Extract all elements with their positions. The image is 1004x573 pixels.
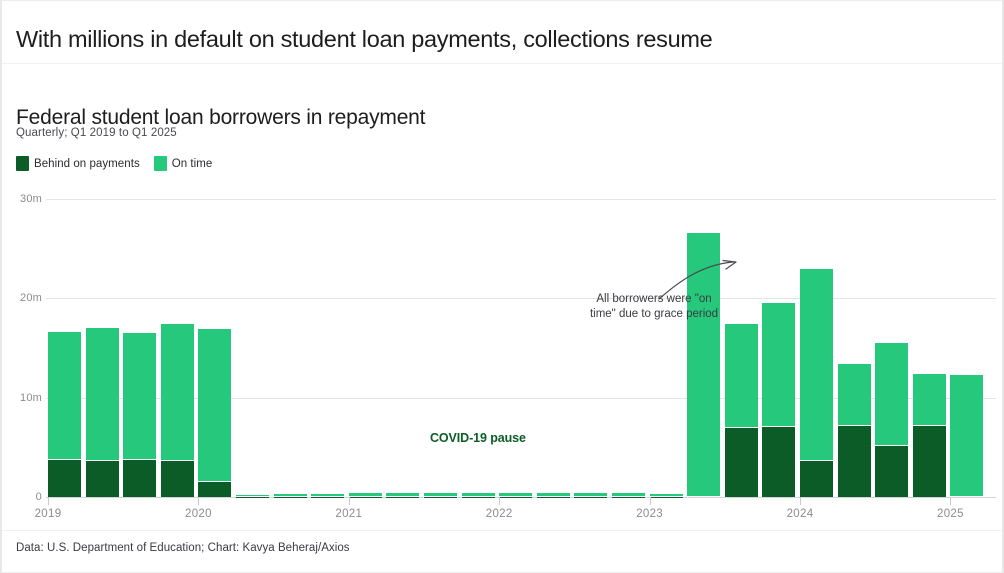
bar-segment-ontime	[85, 328, 119, 462]
bar-segment-ontime	[687, 232, 721, 497]
bar-segment-behind	[123, 460, 157, 497]
x-tick-label-2019: 2019	[34, 508, 62, 520]
bar-segment-ontime	[649, 493, 683, 497]
bar-segment-behind	[48, 460, 81, 497]
bar-series	[2, 191, 1004, 497]
bar-segment-ontime	[950, 374, 984, 497]
bar-segment-ontime	[574, 493, 608, 497]
y-tick-label-30m: 30m	[20, 193, 42, 206]
bar-segment-ontime	[499, 492, 533, 497]
headline-divider	[2, 63, 1002, 64]
x-tick-label-2020: 2020	[184, 508, 212, 520]
page-headline: With millions in default on student loan…	[16, 25, 713, 52]
x-tick-label-2024: 2024	[786, 508, 814, 520]
grace-period-annotation: All borrowers were "on time" due to grac…	[589, 293, 719, 321]
chart-title: Federal student loan borrowers in repaym…	[16, 106, 426, 130]
footer-divider	[2, 530, 1002, 531]
gridline-30m	[46, 199, 996, 201]
bar-segment-ontime	[762, 303, 796, 427]
bar-segment-ontime	[875, 343, 909, 447]
bar-segment-behind	[198, 482, 232, 497]
x-tick-mark-2024	[800, 497, 801, 505]
bar-segment-ontime	[348, 493, 382, 497]
bar-segment-ontime	[800, 268, 833, 462]
x-tick-mark-2019	[48, 497, 49, 505]
x-tick-mark-2020	[198, 497, 200, 505]
y-tick-label-20m: 20m	[20, 292, 42, 305]
legend-item-behind[interactable]: Behind on payments	[16, 156, 140, 171]
legend-label-behind: Behind on payments	[34, 157, 140, 170]
annotation-arrow-icon	[658, 259, 737, 300]
gridline-20m	[46, 298, 996, 300]
bar-segment-ontime	[424, 492, 457, 497]
gridline-0	[46, 497, 996, 498]
x-tick-mark-2025	[950, 497, 952, 505]
bar-segment-behind	[875, 446, 909, 497]
bar-segment-ontime	[724, 324, 758, 428]
bar-segment-behind	[160, 461, 194, 497]
covid-pause-annotation: COVID-19 pause	[430, 431, 526, 445]
legend-swatch-ontime	[153, 156, 167, 171]
bar-segment-ontime	[612, 493, 645, 497]
chart-legend: Behind on payments On time	[16, 156, 212, 171]
x-tick-mark-2022	[499, 497, 501, 505]
bar-segment-ontime	[311, 493, 345, 497]
x-axis: 2019 2020 2021 2022 2023 2024 2025	[2, 497, 1004, 531]
bar-segment-behind	[837, 425, 871, 497]
bar-segment-ontime	[912, 373, 946, 426]
bar-segment-ontime	[386, 493, 420, 497]
bar-segment-ontime	[837, 363, 871, 426]
x-tick-mark-2021	[348, 497, 350, 505]
bar-segment-behind	[85, 461, 119, 497]
legend-label-ontime: On time	[171, 157, 213, 170]
x-tick-label-2022: 2022	[485, 508, 513, 520]
legend-item-ontime[interactable]: On time	[153, 156, 213, 171]
bar-segment-ontime	[123, 333, 157, 461]
y-tick-label-10m: 10m	[20, 391, 42, 404]
x-tick-label-2021: 2021	[335, 508, 363, 520]
bar-segment-behind	[800, 461, 833, 497]
bar-segment-behind	[724, 427, 758, 497]
bar-segment-ontime	[536, 493, 570, 497]
bar-segment-ontime	[461, 492, 495, 497]
bar-segment-behind	[912, 425, 946, 497]
x-tick-mark-2023	[649, 497, 651, 505]
x-tick-label-2023: 2023	[636, 508, 663, 520]
bar-segment-ontime	[48, 332, 81, 461]
bar-segment-ontime	[198, 329, 232, 483]
bar-segment-ontime	[273, 494, 307, 497]
gridline-10m	[46, 397, 996, 399]
chart-subtitle: Quarterly; Q1 2019 to Q1 2025	[16, 127, 177, 139]
legend-swatch-behind	[16, 156, 29, 171]
y-tick-label-0: 0	[35, 491, 42, 503]
bar-segment-ontime	[236, 494, 269, 497]
bar-segment-behind	[762, 426, 796, 497]
plot-area: 0 10m 20m 30m	[2, 191, 1004, 506]
source-credit: Data: U.S. Department of Education; Char…	[16, 542, 350, 554]
bar-segment-ontime	[160, 324, 194, 462]
x-tick-label-2025: 2025	[936, 508, 964, 520]
